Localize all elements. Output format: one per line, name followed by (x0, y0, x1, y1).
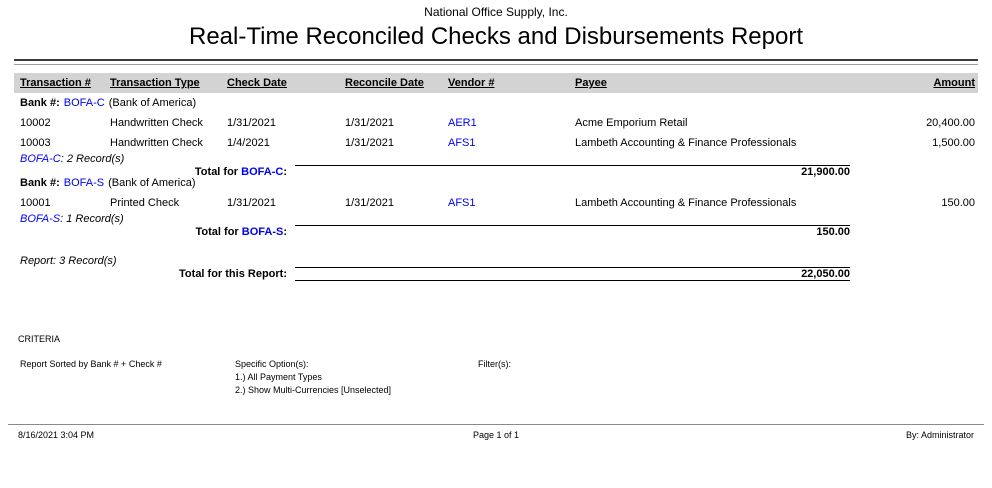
footer-datetime: 8/16/2021 3:04 PM (18, 430, 95, 440)
cell-reconcile-date: 1/31/2021 (345, 137, 394, 149)
bank-total-label: Total for BOFA-C: (20, 166, 295, 178)
cell-reconcile-date: 1/31/2021 (345, 197, 394, 209)
cell-vendor-link[interactable]: AER1 (448, 117, 477, 129)
table-row: 10002 Handwritten Check 1/31/2021 1/31/2… (0, 113, 992, 133)
report-total-label: Total for this Report: (179, 268, 287, 280)
bank-code-link[interactable]: BOFA-S (241, 225, 284, 238)
cell-transaction-type: Handwritten Check (110, 117, 203, 129)
col-header-transaction: Transaction # (20, 77, 91, 89)
criteria-options-label: Specific Option(s): (235, 359, 309, 369)
bank-record-count: BOFA-S: 1 Record(s) (20, 213, 295, 225)
col-header-check-date: Check Date (227, 77, 287, 89)
report-title: Real-Time Reconciled Checks and Disburse… (188, 23, 804, 50)
bank-code-link[interactable]: BOFA-S (63, 177, 105, 189)
criteria-sort: Report Sorted by Bank # + Check # (20, 359, 162, 369)
cell-payee: Lambeth Accounting & Finance Professiona… (575, 197, 797, 209)
cell-reconcile-date: 1/31/2021 (345, 117, 394, 129)
col-header-payee: Payee (575, 77, 607, 89)
record-count-text: : 2 Record(s) (60, 153, 125, 165)
footer-user: By: Administrator (905, 430, 974, 440)
report-total-row: Report: 3 Record(s) Total for this Repor… (0, 255, 992, 281)
cell-transaction-no: 10002 (20, 117, 51, 129)
table-row: 10003 Handwritten Check 1/4/2021 1/31/20… (0, 133, 992, 153)
bank-header: Bank #: BOFA-S (Bank of America) (0, 173, 992, 193)
col-header-vendor: Vendor # (448, 77, 495, 89)
cell-amount: 1,500.00 (932, 137, 975, 149)
cell-check-date: 1/4/2021 (227, 137, 270, 149)
bank-subtotal-row: BOFA-C: 2 Record(s) Total for BOFA-C: 21… (0, 153, 992, 178)
cell-payee: Lambeth Accounting & Finance Professiona… (575, 137, 797, 149)
cell-transaction-type: Handwritten Check (110, 137, 203, 149)
page-footer: Page 1 of 1 8/16/2021 3:04 PM By: Admini… (8, 424, 984, 440)
criteria-section: Report Sorted by Bank # + Check # Specif… (0, 358, 992, 397)
criteria-option: 1.) All Payment Types (235, 372, 322, 382)
cell-vendor-link[interactable]: AFS1 (448, 197, 476, 209)
total-colon: : (283, 225, 287, 238)
cell-transaction-no: 10001 (20, 197, 51, 209)
report-total-amount: 22,050.00 (295, 267, 850, 281)
criteria-filters-label: Filter(s): (478, 359, 511, 369)
cell-check-date: 1/31/2021 (227, 197, 276, 209)
total-for-text: Total for (194, 165, 239, 178)
bank-code-link[interactable]: BOFA-C (63, 97, 105, 109)
table-row: 10001 Printed Check 1/31/2021 1/31/2021 … (0, 193, 992, 213)
company-name: National Office Supply, Inc. (424, 5, 568, 19)
criteria-options: Specific Option(s): 1.) All Payment Type… (235, 358, 478, 397)
bank-code-link[interactable]: BOFA-C (241, 165, 284, 178)
bank-header: Bank #: BOFA-C (Bank of America) (0, 93, 992, 113)
bank-record-count: BOFA-C: 2 Record(s) (20, 153, 295, 165)
bank-total-label: Total for BOFA-S: (20, 226, 295, 238)
col-header-reconcile-date: Reconcile Date (345, 77, 424, 89)
bank-subtotal-row: BOFA-S: 1 Record(s) Total for BOFA-S: 15… (0, 213, 992, 238)
col-header-amount: Amount (933, 77, 975, 89)
bank-code-link[interactable]: BOFA-C (20, 153, 61, 165)
cell-payee: Acme Emporium Retail (575, 117, 688, 129)
bank-name: (Bank of America) (108, 97, 197, 109)
bank-code-link[interactable]: BOFA-S (20, 213, 61, 225)
total-for-text: Total for (195, 225, 239, 238)
table-header-row: Transaction # Transaction Type Check Dat… (14, 73, 978, 93)
bank-number-label: Bank #: (20, 97, 60, 109)
bank-number-label: Bank #: (20, 177, 60, 189)
cell-transaction-type: Printed Check (110, 197, 180, 209)
total-colon: : (283, 165, 287, 178)
bank-total-amount: 150.00 (295, 225, 850, 238)
col-header-type: Transaction Type (110, 77, 200, 89)
report-record-count: Report: 3 Record(s) (20, 255, 117, 267)
cell-vendor-link[interactable]: AFS1 (448, 137, 476, 149)
bank-total-amount: 21,900.00 (295, 165, 850, 178)
cell-transaction-no: 10003 (20, 137, 51, 149)
footer-page-number: Page 1 of 1 (472, 430, 520, 440)
criteria-option: 2.) Show Multi-Currencies [Unselected] (235, 385, 392, 395)
cell-check-date: 1/31/2021 (227, 117, 276, 129)
title-divider (14, 59, 978, 65)
cell-amount: 150.00 (941, 197, 975, 209)
criteria-heading: CRITERIA (18, 334, 61, 344)
bank-name: (Bank of America) (108, 177, 196, 189)
record-count-text: : 1 Record(s) (60, 213, 124, 225)
cell-amount: 20,400.00 (926, 117, 975, 129)
